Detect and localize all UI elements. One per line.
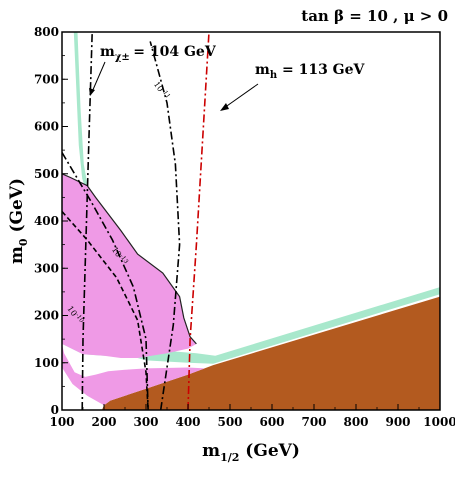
plot-area bbox=[62, 32, 440, 410]
chart-title: tan β = 10 , μ > 0 bbox=[301, 7, 448, 25]
annotation-chargino-arrow bbox=[91, 61, 106, 93]
y-tick-label: 500 bbox=[34, 167, 59, 181]
x-tick-label: 700 bbox=[301, 415, 326, 429]
y-axis: 0 100 200 300 400 500 600 700 800 bbox=[34, 25, 68, 417]
x-tick-label: 100 bbox=[49, 415, 74, 429]
annotation-higgs: mh = 113 GeV bbox=[255, 62, 366, 81]
y-tick-label: 600 bbox=[34, 120, 59, 134]
regions bbox=[62, 32, 440, 410]
y-tick-label: 300 bbox=[34, 261, 59, 275]
y-tick-label: 700 bbox=[34, 72, 59, 86]
annotation-higgs-arrowhead bbox=[220, 103, 229, 111]
contour-line-3 bbox=[62, 152, 149, 410]
x-tick-label: 600 bbox=[259, 415, 284, 429]
x-tick-label: 400 bbox=[175, 415, 200, 429]
x-tick-label: 900 bbox=[385, 415, 410, 429]
region-pink-region bbox=[62, 173, 197, 358]
x-tick-label: 300 bbox=[133, 415, 158, 429]
x-axis-label: m1/2 (GeV) bbox=[202, 441, 300, 464]
x-axis: 100 200 300 400 500 600 700 800 900 1000 bbox=[49, 404, 455, 429]
pink-region-outline bbox=[62, 173, 197, 345]
annotation-higgs-arrow bbox=[223, 83, 259, 109]
x-tick-label: 800 bbox=[343, 415, 368, 429]
region-pink-region-lower bbox=[62, 343, 205, 406]
y-tick-label: 400 bbox=[34, 214, 59, 228]
contour-line-0 bbox=[81, 32, 93, 410]
x-tick-label: 500 bbox=[217, 415, 242, 429]
y-tick-label: 800 bbox=[34, 25, 59, 39]
y-axis-label: m0 (GeV) bbox=[7, 178, 30, 264]
y-tick-label: 100 bbox=[34, 356, 59, 370]
region-green-band-upper-left bbox=[73, 32, 88, 188]
region-green-band-lower bbox=[62, 287, 440, 364]
contour-line-2 bbox=[149, 41, 181, 410]
x-tick-label: 200 bbox=[91, 415, 116, 429]
contour-line-1 bbox=[187, 32, 210, 410]
annotation-chargino-arrowhead bbox=[89, 88, 95, 96]
contour-line-4 bbox=[62, 210, 149, 410]
contour-label-0: 10-11 bbox=[152, 79, 172, 101]
x-tick-label: 1000 bbox=[423, 415, 455, 429]
contour-lines bbox=[62, 32, 210, 410]
y-tick-label: 0 bbox=[51, 403, 59, 417]
annotation-chargino: mχ± = 104 GeV bbox=[100, 44, 217, 63]
y-tick-label: 200 bbox=[34, 309, 59, 323]
region-excluded-brown bbox=[62, 296, 440, 410]
